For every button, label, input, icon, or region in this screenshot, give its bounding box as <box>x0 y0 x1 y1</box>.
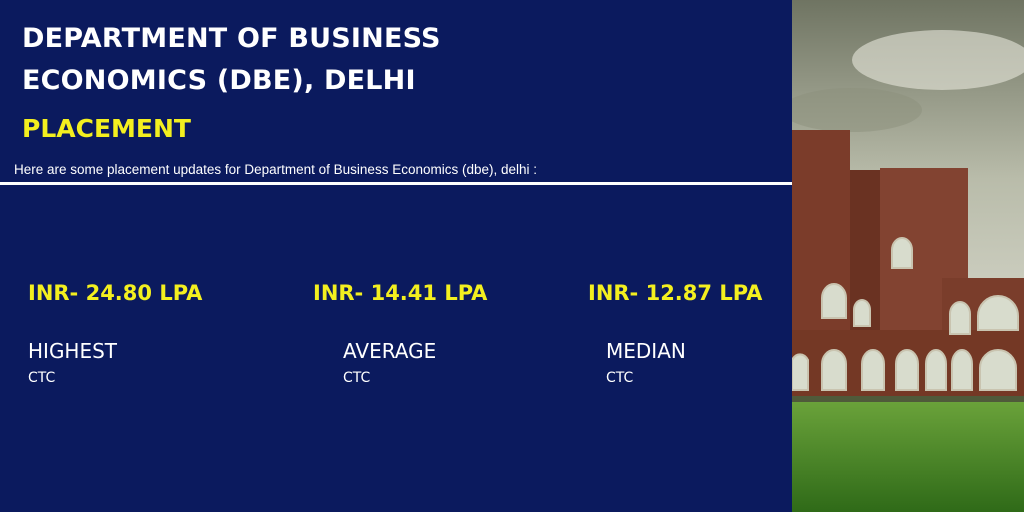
campus-photo <box>792 0 1024 512</box>
intro-text: Here are some placement updates for Depa… <box>14 162 538 177</box>
subtitle: PLACEMENT <box>22 114 191 143</box>
stat-sub: CTC <box>28 370 56 386</box>
stat-label: MEDIAN <box>606 339 686 363</box>
stat-sub: CTC <box>606 370 634 386</box>
stat-sub: CTC <box>343 370 371 386</box>
stat-label: HIGHEST <box>28 339 118 363</box>
stat-value: INR- 12.87 LPA <box>588 281 763 305</box>
stat-value: INR- 14.41 LPA <box>313 281 488 305</box>
stat-label: AVERAGE <box>343 339 437 363</box>
divider <box>0 182 792 185</box>
title: DEPARTMENT OF BUSINESS ECONOMICS (DBE), … <box>22 23 441 96</box>
stat-value: INR- 24.80 LPA <box>28 281 203 305</box>
